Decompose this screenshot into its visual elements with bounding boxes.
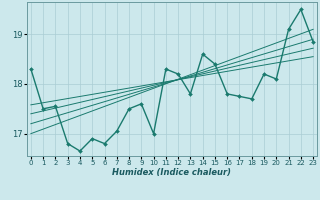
X-axis label: Humidex (Indice chaleur): Humidex (Indice chaleur) — [113, 168, 231, 177]
